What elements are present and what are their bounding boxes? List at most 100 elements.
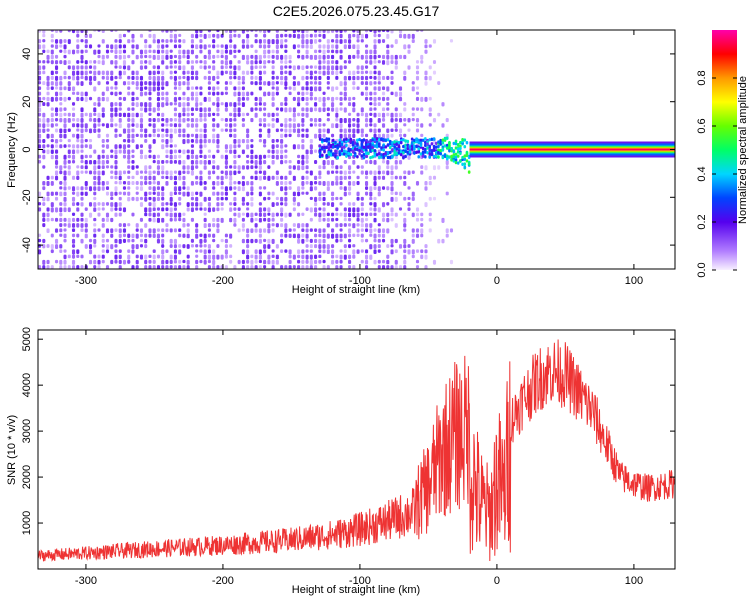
heat-cell [38,191,42,197]
heat-cell [173,186,177,192]
heat-cell [80,138,84,144]
heat-cell [199,238,203,244]
heat-cell [292,96,296,102]
heat-cell [258,44,262,49]
heat-cell [127,112,131,118]
heat-cell [152,254,156,260]
heat-cell [335,238,339,243]
heat-cell-signal [386,155,390,160]
heat-cell [415,249,420,253]
heat-cell [190,96,194,101]
heat-cell [199,30,203,34]
heat-cell [156,238,161,244]
heat-cell [173,181,177,186]
heat-cell [233,149,237,155]
heat-cell [63,202,67,207]
heat-cell [263,196,267,201]
heat-cell [428,196,432,201]
heat-cell [390,117,394,123]
heat-cell [190,160,194,165]
heat-cell [203,244,207,248]
heat-cell [105,186,110,191]
heat-cell [135,228,139,232]
heat-cell [326,233,330,239]
heat-cell [326,160,330,166]
heat-cell [229,102,233,107]
heat-cell [403,117,407,122]
heat-cell [105,144,110,149]
heat-cell [369,81,373,86]
heat-cell [280,102,284,107]
heat-cell [67,160,71,164]
heat-cell [377,165,381,171]
heat-cell [38,96,42,102]
heat-cell [250,165,254,170]
heat-cell [250,175,254,180]
heat-cell [42,196,46,202]
heat-cell [71,175,76,180]
heat-cell [88,60,93,64]
heat-cell [148,102,152,108]
heat-cell-signal [334,140,337,145]
heat-cell [305,175,309,180]
heat-cell [263,212,267,218]
heat-cell [263,170,267,176]
heat-cell [93,228,97,233]
heat-cell [258,165,262,170]
heat-cell [352,223,356,229]
heat-cell [386,186,390,191]
heat-cell [144,244,148,249]
heat-cell [101,186,105,191]
heat-cell-signal [386,151,390,156]
heat-cell [110,70,114,76]
heat-cell [246,128,250,134]
heat-cell-signal [465,159,469,163]
heat-cell [131,233,135,239]
heat-cell [139,86,144,92]
heat-cell [271,191,275,196]
heat-cell [80,170,84,174]
heat-cell [67,75,71,80]
heat-cell-signal [349,139,353,144]
heat-cell [297,133,301,138]
heat-cell-signal [373,153,377,158]
heat-cell [394,39,398,45]
heat-cell [190,91,194,97]
heat-cell [301,165,305,171]
heat-cell [156,96,161,102]
heat-cell [148,123,152,127]
heat-cell [352,265,356,269]
heat-cell [394,117,398,122]
heat-cell [54,91,59,97]
heat-cell [233,117,237,122]
heat-cell [390,75,394,81]
heat-cell [288,91,292,96]
heat-cell [254,96,258,102]
heat-cell [360,207,364,212]
heat-cell [288,70,292,76]
heat-cell [335,60,339,65]
heat-cell [203,60,207,65]
heat-cell [122,181,127,185]
heat-cell [241,196,245,202]
heat-cell [156,160,161,165]
heat-cell [101,244,105,248]
heat-cell-signal [358,152,361,156]
heat-cell [411,33,415,39]
heat-cell [326,117,330,122]
heat-cell-signal [334,144,337,149]
heat-cell [369,233,373,237]
heat-cell-signal [318,154,322,159]
heat-cell [93,49,97,55]
heat-cell [114,170,118,176]
heat-cell [263,54,267,59]
heat-cell [152,65,156,70]
heat-cell [263,39,267,44]
heat-cell [254,217,258,222]
heat-cell [241,249,245,255]
heat-cell [144,233,148,238]
heat-cell [46,212,50,218]
heat-cell [71,249,76,255]
heat-cell [195,165,199,169]
heat-cell [156,170,161,176]
